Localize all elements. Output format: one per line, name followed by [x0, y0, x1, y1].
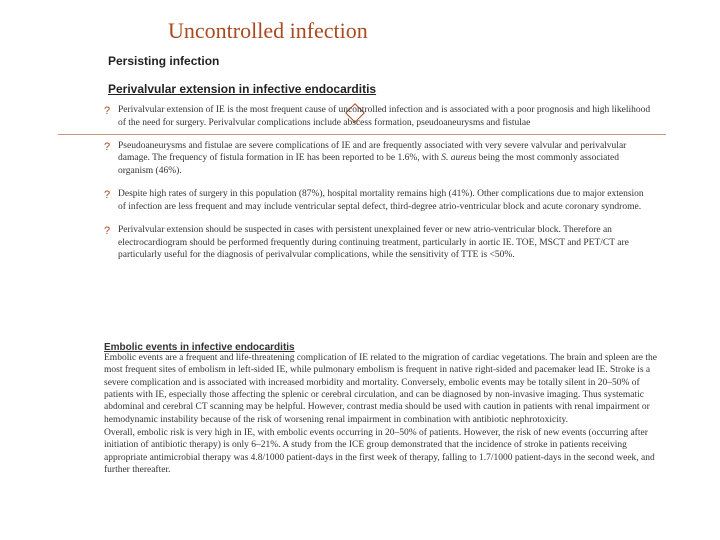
- list-item: ? Despite high rates of surgery in this …: [104, 188, 652, 214]
- list-item: ? Perivalvular extension of IE is the mo…: [104, 104, 652, 130]
- embolic-paragraph-1: Embolic events are a frequent and life-t…: [104, 352, 660, 426]
- bullet-marker-icon: ?: [104, 224, 118, 262]
- persisting-heading: Persisting infection: [108, 54, 219, 68]
- embolic-paragraph-2: Overall, embolic risk is very high in IE…: [104, 427, 660, 476]
- embolic-body: Embolic events are a frequent and life-t…: [104, 352, 660, 477]
- bullet-text: Despite high rates of surgery in this po…: [118, 188, 652, 214]
- bullet-marker-icon: ?: [104, 140, 118, 178]
- slide-title: Uncontrolled infection: [168, 18, 368, 44]
- bullet-list: ? Perivalvular extension of IE is the mo…: [104, 104, 652, 272]
- bullet-text: Perivalvular extension should be suspect…: [118, 224, 652, 262]
- list-item: ? Perivalvular extension should be suspe…: [104, 224, 652, 262]
- list-item: ? Pseudoaneurysms and fistulae are sever…: [104, 140, 652, 178]
- perivalvular-heading: Perivalvular extension in infective endo…: [108, 82, 376, 96]
- bullet-text: Perivalvular extension of IE is the most…: [118, 104, 652, 130]
- bullet-marker-icon: ?: [104, 188, 118, 214]
- bullet-marker-icon: ?: [104, 104, 118, 130]
- bullet-text: Pseudoaneurysms and fistulae are severe …: [118, 140, 652, 178]
